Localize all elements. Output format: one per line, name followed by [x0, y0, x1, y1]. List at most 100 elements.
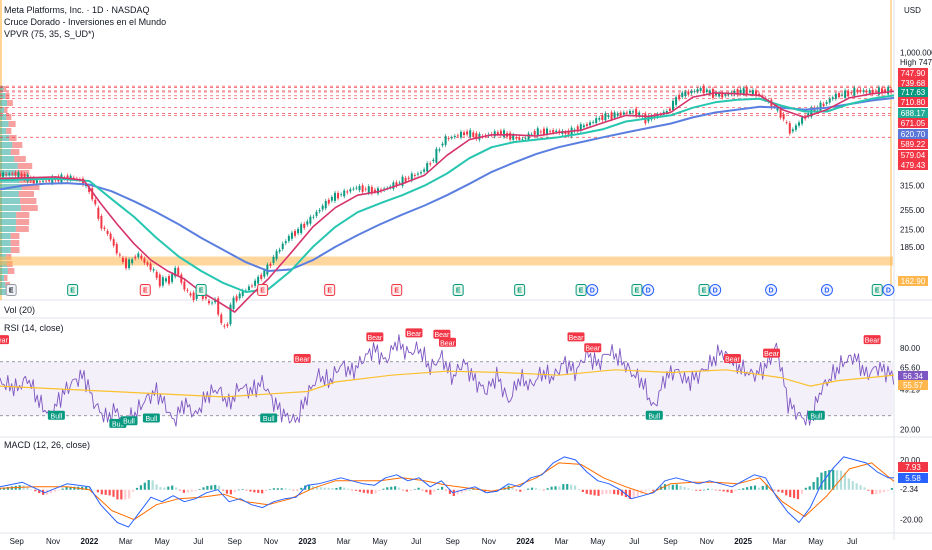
- macd-histogram-bar: [624, 489, 627, 498]
- indicator-vpvr[interactable]: VPVR (75, 35, S_UD*): [4, 29, 95, 39]
- candle-body: [278, 249, 281, 252]
- candle-body: [158, 274, 161, 287]
- candle-body: [432, 159, 435, 162]
- bear-signal-label: Bear: [407, 331, 422, 338]
- bear-signal-label: Bear: [435, 332, 450, 339]
- candle-body: [42, 180, 45, 182]
- candle-body: [180, 274, 183, 283]
- bear-signal: [567, 332, 585, 342]
- bear-signal: [293, 354, 311, 364]
- bear-signal-label: Bear: [440, 340, 455, 347]
- candle-body: [776, 107, 779, 111]
- candle-body: [321, 205, 324, 210]
- macd-histogram-bar: [706, 488, 710, 490]
- macd-histogram-bar: [2, 487, 6, 490]
- macd-histogram-bar: [824, 471, 827, 490]
- volume-pane-title[interactable]: Vol (20): [4, 305, 36, 315]
- candle-body: [684, 91, 687, 97]
- time-axis-tick: May: [808, 537, 823, 546]
- macd-histogram-bar: [863, 487, 866, 490]
- price-tag-label: 162.90: [901, 277, 926, 286]
- vpvr-bar-up: [0, 86, 4, 92]
- candle-body: [189, 293, 192, 296]
- candle-body: [121, 257, 124, 263]
- macd-tag: [898, 462, 928, 472]
- macd-histogram-bar: [820, 472, 823, 490]
- candle-body: [254, 280, 257, 286]
- symbol-title[interactable]: Meta Platforms, Inc. · 1D · NASDAQ: [4, 5, 150, 15]
- vpvr-bar-up: [0, 233, 11, 239]
- macd-histogram-bar: [679, 485, 682, 490]
- candle-body: [232, 297, 235, 309]
- dividend-marker-label: D: [824, 288, 829, 295]
- macd-histogram-bar: [347, 488, 350, 490]
- time-axis-tick: 2022: [81, 537, 99, 546]
- vpvr-bar-down: [17, 163, 33, 169]
- bear-signal-label: Bear: [569, 335, 584, 342]
- macd-histogram-bar: [620, 489, 624, 496]
- macd-histogram-bar: [616, 489, 620, 495]
- candle-body: [149, 263, 152, 270]
- candle-body: [819, 102, 822, 111]
- time-axis-tick: Sep: [663, 537, 678, 546]
- candle-body: [416, 173, 419, 175]
- macd-histogram-bar: [566, 483, 569, 490]
- macd-histogram-bar: [718, 489, 721, 491]
- candle-body: [420, 172, 423, 174]
- dividend-marker: [586, 284, 599, 296]
- candle-body: [333, 192, 336, 201]
- candle-body: [678, 94, 681, 100]
- price-tag: [898, 160, 928, 170]
- bull-signal: [142, 413, 160, 423]
- candle-body: [613, 112, 616, 118]
- candle-body: [364, 188, 367, 190]
- bear-signal: [763, 348, 781, 358]
- candle-body: [459, 131, 462, 138]
- macd-histogram-bar: [867, 489, 870, 491]
- candle-body: [874, 90, 877, 92]
- vpvr-bar-down: [8, 121, 16, 127]
- time-axis-tick: Sep: [10, 537, 25, 546]
- candle-body: [773, 105, 776, 107]
- macd-histogram-bar: [425, 489, 428, 493]
- candle-body: [475, 133, 478, 139]
- candle-body: [355, 187, 358, 189]
- indicator-golden-cross[interactable]: Cruce Dorado - Inversiones en el Mundo: [4, 17, 167, 27]
- candle-body: [241, 290, 244, 296]
- macd-histogram-bar: [734, 489, 737, 492]
- macd-histogram-bar: [675, 484, 678, 490]
- candle-body: [155, 271, 158, 278]
- bull-signal: [260, 413, 278, 423]
- candle-body: [450, 137, 453, 139]
- candle-body: [229, 304, 232, 325]
- price-tag-label: 739.68: [901, 79, 926, 88]
- candle-body: [23, 174, 26, 180]
- macd-histogram-bar: [703, 489, 706, 491]
- macd-tag-label: 5.58: [905, 474, 921, 483]
- candle-body: [890, 89, 893, 93]
- macd-histogram-bar: [816, 477, 819, 490]
- macd-histogram-bar: [812, 481, 815, 490]
- rsi-axis-tick: 20.00: [900, 425, 921, 434]
- dividend-marker: [820, 284, 833, 296]
- macd-histogram-bar: [218, 485, 221, 490]
- macd-histogram-bar: [319, 487, 322, 490]
- candle-body: [337, 192, 340, 199]
- vpvr-bar-up: [0, 114, 7, 120]
- candle-body: [361, 185, 364, 192]
- candle-body: [186, 289, 189, 291]
- candle-body: [263, 270, 266, 277]
- rsi-pane-title[interactable]: RSI (14, close): [4, 323, 64, 333]
- price-tag: [898, 87, 928, 97]
- candle-body: [665, 111, 668, 114]
- earnings-marker-label: E: [456, 288, 461, 295]
- macd-pane-title[interactable]: MACD (12, 26, close): [4, 440, 91, 450]
- candle-body: [318, 210, 321, 212]
- macd-histogram-bar: [843, 472, 847, 490]
- candle-body: [97, 207, 100, 219]
- candle-body: [257, 276, 260, 284]
- macd-histogram-bar: [808, 486, 811, 490]
- candle-body: [392, 182, 395, 189]
- macd-histogram-bar: [663, 484, 667, 490]
